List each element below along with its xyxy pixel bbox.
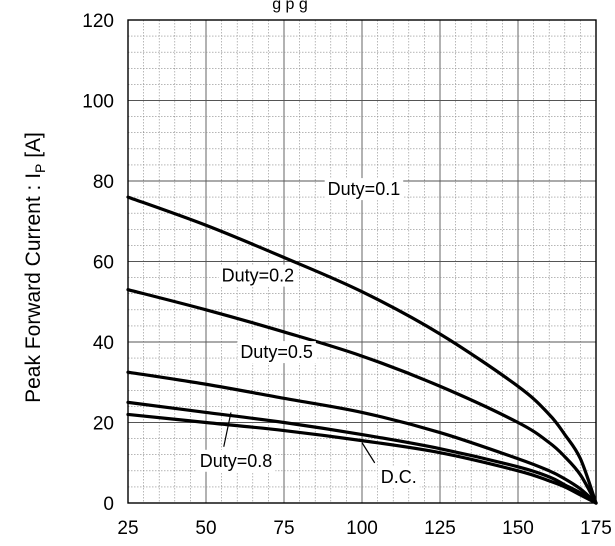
series-annotations: Duty=0.1 Duty=0.2 Duty=0.5 Duty=0.8 D.C. [196,178,420,488]
grid [127,19,597,504]
y-axis-label-main: Peak Forward Current : I [22,173,45,403]
x-tick-label: 50 [195,518,216,539]
annotation-label: Duty=0.2 [222,266,295,286]
annotation-background [237,341,316,364]
series-line-duty-0-2 [126,288,598,505]
y-axis-label-subscript: P [32,164,48,173]
x-tick-label: 100 [346,518,378,539]
series-line-duty-0-5 [126,370,598,505]
annotation-duty-0-5: Duty=0.5 [237,341,316,364]
y-tick-label: 20 [93,414,114,435]
annotation-d-c: D.C. [361,442,420,488]
annotation-background [196,449,276,472]
y-tick-label: 80 [93,172,114,193]
series-line-duty-0-1 [126,195,598,505]
annotation-leader-line [361,442,376,464]
plot-frame [127,19,597,504]
y-tick-label: 40 [93,333,114,354]
annotation-label: Duty=0.8 [200,451,273,471]
annotation-label: Duty=0.5 [240,342,313,362]
y-tick-label: 100 [82,92,114,113]
annotation-duty-0-2: Duty=0.2 [218,264,298,287]
y-axis-label-unit: [A] [22,132,45,164]
series-layer [126,195,598,505]
y-tick-label: 120 [82,11,114,32]
annotation-background [218,264,298,287]
annotation-label: D.C. [381,467,417,487]
x-tick-label: 25 [117,518,138,539]
annotation-leader-line [223,412,232,447]
tick-labels: 25 50 75 100 125 150 175 0 20 40 60 80 100 120 [82,11,612,539]
annotation-background [377,465,420,488]
annotation-label: Duty=0.1 [328,179,401,199]
y-tick-label: 0 [103,494,114,515]
annotation-duty-0-1: Duty=0.1 [324,178,404,201]
y-axis-label: Peak Forward Current : IP [A] [22,132,48,403]
series-line-d-c [126,412,598,505]
series-line-duty-0-8 [126,400,598,505]
annotation-background [324,178,404,201]
annotation-duty-0-8: Duty=0.8 [196,412,276,472]
x-tick-label: 150 [502,518,534,539]
x-tick-label: 175 [580,518,612,539]
x-tick-label: 75 [273,518,294,539]
y-tick-label: 60 [93,253,114,274]
chart-title: g p g [272,0,308,13]
x-tick-label: 125 [424,518,456,539]
